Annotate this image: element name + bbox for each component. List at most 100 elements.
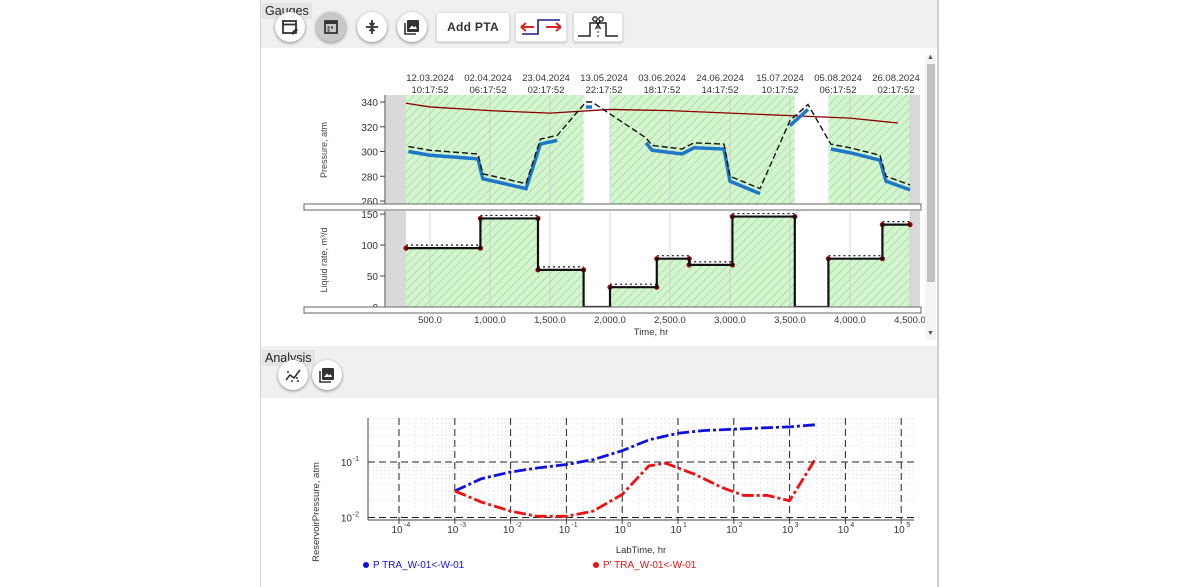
calendar-icon <box>324 20 338 34</box>
x-tick-label: 10 <box>838 525 850 536</box>
edit-calendar-button[interactable] <box>275 12 305 42</box>
flow-period-band <box>656 95 690 204</box>
trend-icon <box>285 369 301 382</box>
x-tick-label: 10 <box>559 525 571 536</box>
x-tick-label: 10 <box>503 525 515 536</box>
legend-p-label: P TRA_W-01<-W-01 <box>373 560 465 571</box>
shift-button[interactable] <box>515 12 567 42</box>
y-tick-label: 10 <box>341 514 353 525</box>
no-data-region <box>910 211 920 307</box>
date-label: 26.08.2024 <box>872 73 920 84</box>
analysis-x-label: LabTime, hr <box>616 545 666 556</box>
gauges-scrollbar-thumb[interactable] <box>927 64 935 282</box>
panel-splitter <box>303 306 922 314</box>
time-label: 02:17:52 <box>528 85 565 96</box>
time-label: 10:17:52 <box>412 85 449 96</box>
image-icon <box>319 368 334 383</box>
frame-right-border <box>937 0 939 587</box>
rate-bar <box>480 218 538 307</box>
date-label: 12.03.2024 <box>406 73 454 84</box>
time-tick-label: 1,500.0 <box>534 315 566 326</box>
scroll-up-icon[interactable]: ▲ <box>927 54 934 61</box>
flow-period-band <box>406 95 481 204</box>
pressure-tick-label: 300 <box>361 148 378 159</box>
compress-button[interactable] <box>357 12 387 42</box>
analysis-toolbar <box>261 346 937 398</box>
trend-button[interactable] <box>278 360 308 390</box>
x-tick-label: 10 <box>391 525 403 536</box>
image-icon <box>404 20 419 35</box>
cut-button[interactable] <box>573 12 623 42</box>
y-tick-exponent: -1 <box>353 456 359 463</box>
rate-bar <box>656 258 690 307</box>
gauges-chart: 12.03.202410:17:5202.04.202406:17:5223.0… <box>303 73 925 338</box>
no-data-region <box>386 95 406 204</box>
x-tick-exponent: -2 <box>516 522 522 529</box>
x-tick-exponent: -1 <box>571 522 577 529</box>
compress-icon <box>366 20 378 34</box>
time-tick-label: 3,500.0 <box>774 315 806 326</box>
analysis-image-button[interactable] <box>312 360 342 390</box>
x-tick-label: 10 <box>447 525 459 536</box>
pressure-series-line <box>408 105 911 196</box>
rate-axis-label: Liquid rate, m³/d <box>319 227 329 292</box>
date-label: 03.06.2024 <box>638 73 686 84</box>
add-pta-label: Add PTA <box>447 20 499 34</box>
date-label: 15.07.2024 <box>756 73 804 84</box>
rate-tick-label: 150 <box>361 210 378 221</box>
pressure-axis-label: Pressure, atm <box>319 122 329 178</box>
x-tick-label: 10 <box>894 525 906 536</box>
analysis-y-label: ReservoirPressure, atm <box>311 462 322 562</box>
x-tick-label: 10 <box>670 525 682 536</box>
no-data-region <box>386 211 406 307</box>
flow-period-band <box>610 95 657 204</box>
rate-bar <box>610 287 657 307</box>
cut-icon <box>578 16 618 38</box>
x-tick-exponent: 5 <box>906 522 910 529</box>
rate-tick-label: 50 <box>367 272 379 283</box>
edit-calendar-icon <box>282 20 298 35</box>
dp-series-line <box>454 456 818 518</box>
legend-dp-label: P' TRA_W-01<-W-01 <box>603 560 697 571</box>
y-tick-label: 10 <box>341 458 353 469</box>
p-series-line <box>454 423 817 493</box>
analysis-plot-background <box>368 418 914 520</box>
pressure-tick-label: 320 <box>361 123 378 134</box>
rate-bar <box>882 224 910 307</box>
pressure-tick-label: 260 <box>361 197 378 208</box>
rate-bar <box>732 216 795 307</box>
time-tick-label: 3,000.0 <box>714 315 746 326</box>
y-tick-exponent: -2 <box>353 512 359 519</box>
time-label: 22:17:52 <box>586 85 623 96</box>
time-tick-label: 2,000.0 <box>594 315 626 326</box>
time-label: 06:17:52 <box>470 85 507 96</box>
date-label: 13.05.2024 <box>580 73 628 84</box>
image-button[interactable] <box>397 12 427 42</box>
time-axis-label: Time, hr <box>634 327 668 338</box>
scroll-down-icon[interactable]: ▼ <box>927 330 934 337</box>
date-label: 23.04.2024 <box>522 73 570 84</box>
x-tick-exponent: 1 <box>683 522 687 529</box>
rate-bar <box>538 269 584 307</box>
rate-bar <box>406 248 481 307</box>
no-data-region <box>910 95 920 204</box>
x-tick-label: 10 <box>726 525 738 536</box>
time-label: 10:17:52 <box>762 85 799 96</box>
shift-icon <box>520 19 562 35</box>
date-label: 05.08.2024 <box>814 73 862 84</box>
date-label: 02.04.2024 <box>464 73 512 84</box>
rate-bar <box>828 258 883 307</box>
rate-tick-label: 100 <box>361 241 378 252</box>
frame-left-border <box>260 0 261 587</box>
rate-bar <box>689 264 733 307</box>
pressure-model-line <box>408 101 911 190</box>
calendar-button[interactable] <box>316 12 346 42</box>
x-tick-exponent: 0 <box>627 522 631 529</box>
add-pta-button[interactable]: Add PTA <box>436 12 510 42</box>
analysis-chart: 10 -110 -210 -4 10 -3 10 -2 10 -1 10 0 10 1 10 2 10 3 10 4 1… <box>311 418 914 571</box>
time-tick-label: 4,000.0 <box>834 315 866 326</box>
x-tick-exponent: 4 <box>850 522 854 529</box>
x-tick-label: 10 <box>782 525 794 536</box>
date-label: 24.06.2024 <box>696 73 744 84</box>
panel-splitter <box>303 203 922 211</box>
